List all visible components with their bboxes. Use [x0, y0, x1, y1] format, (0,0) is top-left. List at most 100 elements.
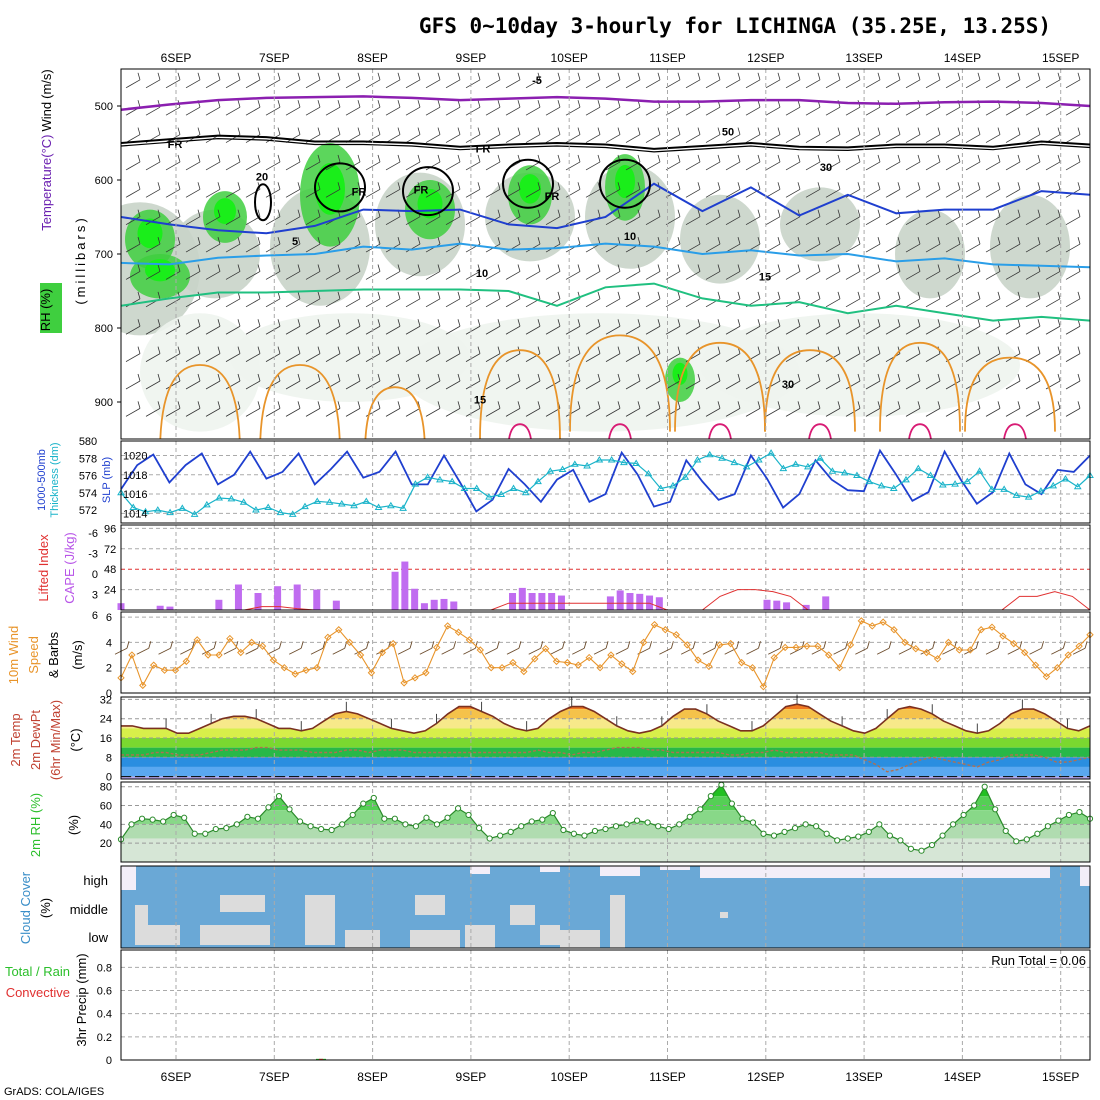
thickness-marker [129, 503, 138, 510]
wind-barb-flag [337, 127, 341, 135]
wind-barb [905, 271, 921, 280]
rh-marker [697, 806, 704, 813]
wind-barb [285, 216, 301, 226]
wind-barb [505, 408, 521, 417]
rh-marker [465, 811, 472, 819]
wind-barb [825, 134, 841, 143]
thickness-marker [595, 456, 604, 463]
wind-barb-flag [617, 373, 621, 382]
wind-barb-flag [649, 641, 653, 649]
rh-marker [844, 835, 851, 842]
wind-barb [685, 134, 701, 143]
wind-barb-flag [377, 291, 381, 299]
wind-barb [1065, 161, 1081, 171]
wind-barb-flag [1041, 641, 1044, 649]
wind-barb-flag [317, 127, 321, 135]
wind-barb-flag [1077, 72, 1081, 80]
wind-barb [145, 188, 161, 198]
cape-ylabel-left: Lifted Index [36, 534, 51, 602]
wind-marker [988, 623, 996, 631]
temp-band [121, 757, 1090, 767]
wind-barb [245, 243, 261, 253]
wind-barb-flag [357, 182, 361, 190]
wind-barb-flag [277, 346, 281, 354]
temp-band [121, 747, 1090, 758]
ytick-label-right: 1020 [123, 450, 147, 462]
rh-band [121, 838, 1090, 862]
temp-band [121, 776, 1090, 779]
wind-barb-flag [757, 319, 761, 327]
ytick-label-left: 576 [79, 471, 97, 483]
wind-barb [305, 380, 321, 390]
wind-barb-flag [757, 346, 761, 354]
wind-barb-flag [937, 264, 941, 272]
wind-barb-flag [997, 401, 1001, 409]
wind-barb-flag [557, 127, 561, 135]
thickness-marker [816, 454, 825, 461]
wind-barb [125, 271, 141, 280]
wind-barb-flag [297, 72, 301, 80]
wind-marker [171, 666, 180, 674]
wind-barb [785, 106, 801, 116]
rh-marker [497, 832, 504, 839]
wind-barb [685, 325, 701, 335]
wind-barb [505, 243, 521, 253]
wind-barb [1007, 647, 1020, 655]
wind-barb-flag [677, 291, 681, 299]
thickness-marker [1012, 491, 1021, 498]
wind-barb-flag [837, 373, 841, 382]
ytick-label: 0 [106, 688, 112, 700]
wind-barb [925, 298, 941, 308]
cape-bar [528, 593, 536, 610]
wind-barb-flag [317, 72, 321, 80]
wind-barb [225, 243, 241, 253]
wind-barb [585, 298, 601, 308]
wind-barb [765, 161, 781, 171]
wind-barb [485, 353, 501, 362]
wind-barb [425, 79, 441, 89]
wind-barb-flag [417, 346, 421, 354]
date-label: 13SEP [845, 51, 882, 65]
wind-barb-flag [417, 236, 421, 245]
wind-barb [625, 325, 641, 335]
wind-barb [1005, 79, 1021, 89]
wind-barb [685, 408, 701, 417]
contour-label: 30 [782, 379, 794, 391]
wind-barb-flag [300, 641, 304, 649]
wind-barb-flag [717, 401, 721, 409]
wind-barb [665, 353, 681, 362]
wind-barb [593, 647, 607, 655]
wind-barb-flag [157, 291, 161, 299]
date-label: 14SEP [944, 1070, 981, 1084]
rh-marker [865, 828, 872, 835]
cape-bar [802, 604, 810, 610]
wind-barb [705, 325, 721, 335]
cloud-clear-mid [410, 930, 460, 948]
temp-band [121, 718, 1090, 729]
thickness-marker [1000, 485, 1009, 492]
wind-barb-flag [937, 291, 941, 299]
contour-label: 50 [722, 127, 734, 139]
wind-barb-flag [537, 182, 541, 190]
wind-barb [125, 216, 141, 226]
wind-barb-flag [417, 100, 421, 108]
rh-marker [181, 814, 188, 821]
wind-barb [805, 134, 821, 143]
wind-barb [985, 161, 1001, 171]
wind-barb [885, 380, 901, 390]
wind-barb-flag [397, 291, 401, 299]
wind-barb-flag [1017, 346, 1021, 354]
wind-marker [803, 642, 811, 650]
wind-barb-flag [217, 100, 221, 108]
wind-barb-flag [837, 72, 841, 80]
wind-barb [905, 106, 921, 116]
wind-barb-flag [937, 182, 941, 190]
wind-barb-flag [297, 346, 301, 354]
wind-barb-flag [497, 127, 501, 135]
wind-barb-flag [977, 209, 981, 217]
warm-contour [159, 364, 241, 439]
wind-barb-flag [177, 401, 181, 409]
wind-barb [1005, 216, 1021, 226]
wind-barb [965, 106, 981, 116]
